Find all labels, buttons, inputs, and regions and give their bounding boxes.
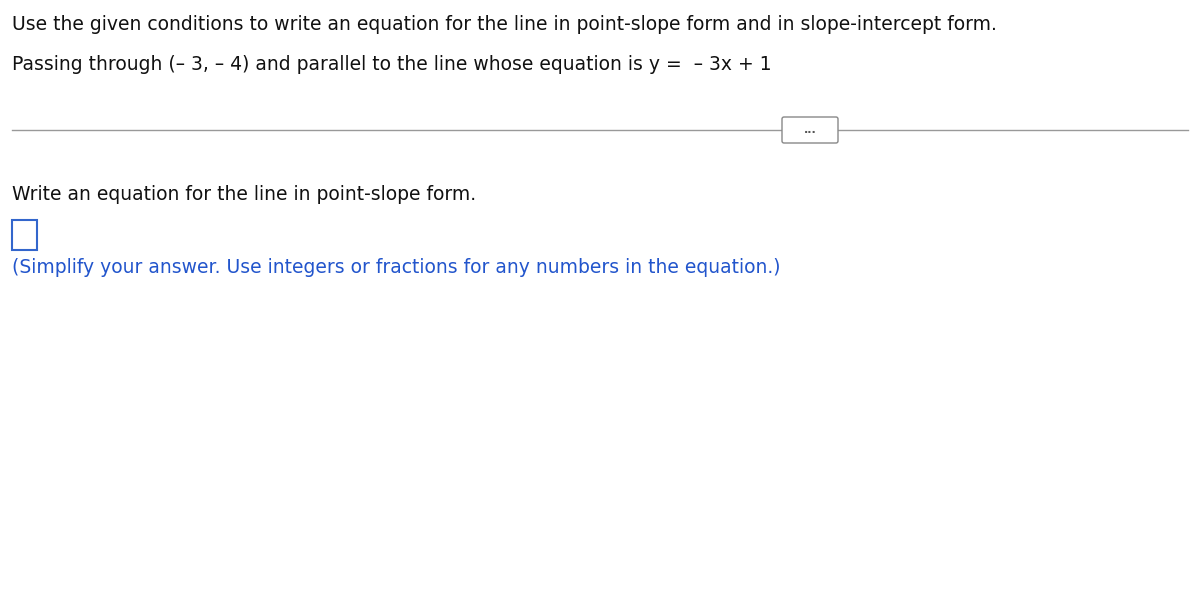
Text: Passing through (– 3, – 4) and parallel to the line whose equation is y =  – 3x : Passing through (– 3, – 4) and parallel … (12, 55, 772, 74)
FancyBboxPatch shape (12, 220, 37, 250)
Text: ...: ... (804, 125, 816, 135)
Text: Use the given conditions to write an equation for the line in point-slope form a: Use the given conditions to write an equ… (12, 15, 997, 34)
Text: (Simplify your answer. Use integers or fractions for any numbers in the equation: (Simplify your answer. Use integers or f… (12, 258, 780, 277)
Text: Write an equation for the line in point-slope form.: Write an equation for the line in point-… (12, 185, 476, 204)
FancyBboxPatch shape (782, 117, 838, 143)
